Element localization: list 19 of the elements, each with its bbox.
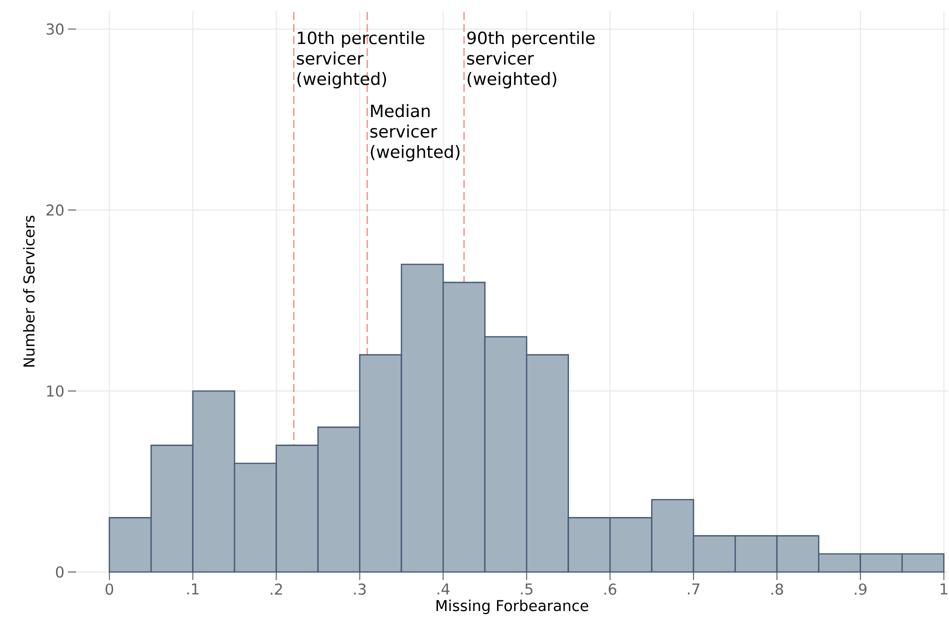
y-tick-label: 20 [46,204,64,216]
x-tick-label: .3 [354,584,366,595]
x-tick-label: .9 [854,584,866,595]
x-tick-label: .2 [270,584,282,595]
x-tick-label: .5 [521,584,532,595]
x-axis-title: Missing Forbearance [436,600,588,614]
x-tick-label: 0 [106,584,114,595]
ref-line-label: 90th percentile servicer (weighted) [467,31,595,88]
y-axis-title: Number of Servicers [23,216,35,367]
x-tick-label: .1 [187,584,199,594]
y-tick-label: 30 [46,23,64,35]
x-tick-label: .4 [438,584,450,594]
y-tick-label: 10 [47,385,64,397]
ref-line-label: Median servicer (weighted) [370,104,460,162]
y-tick-label: 0 [56,566,64,578]
x-tick-label: .6 [604,584,616,595]
x-tick-label: .8 [771,584,784,595]
x-tick-label: 1 [940,584,948,594]
x-tick-label: .7 [688,584,700,594]
